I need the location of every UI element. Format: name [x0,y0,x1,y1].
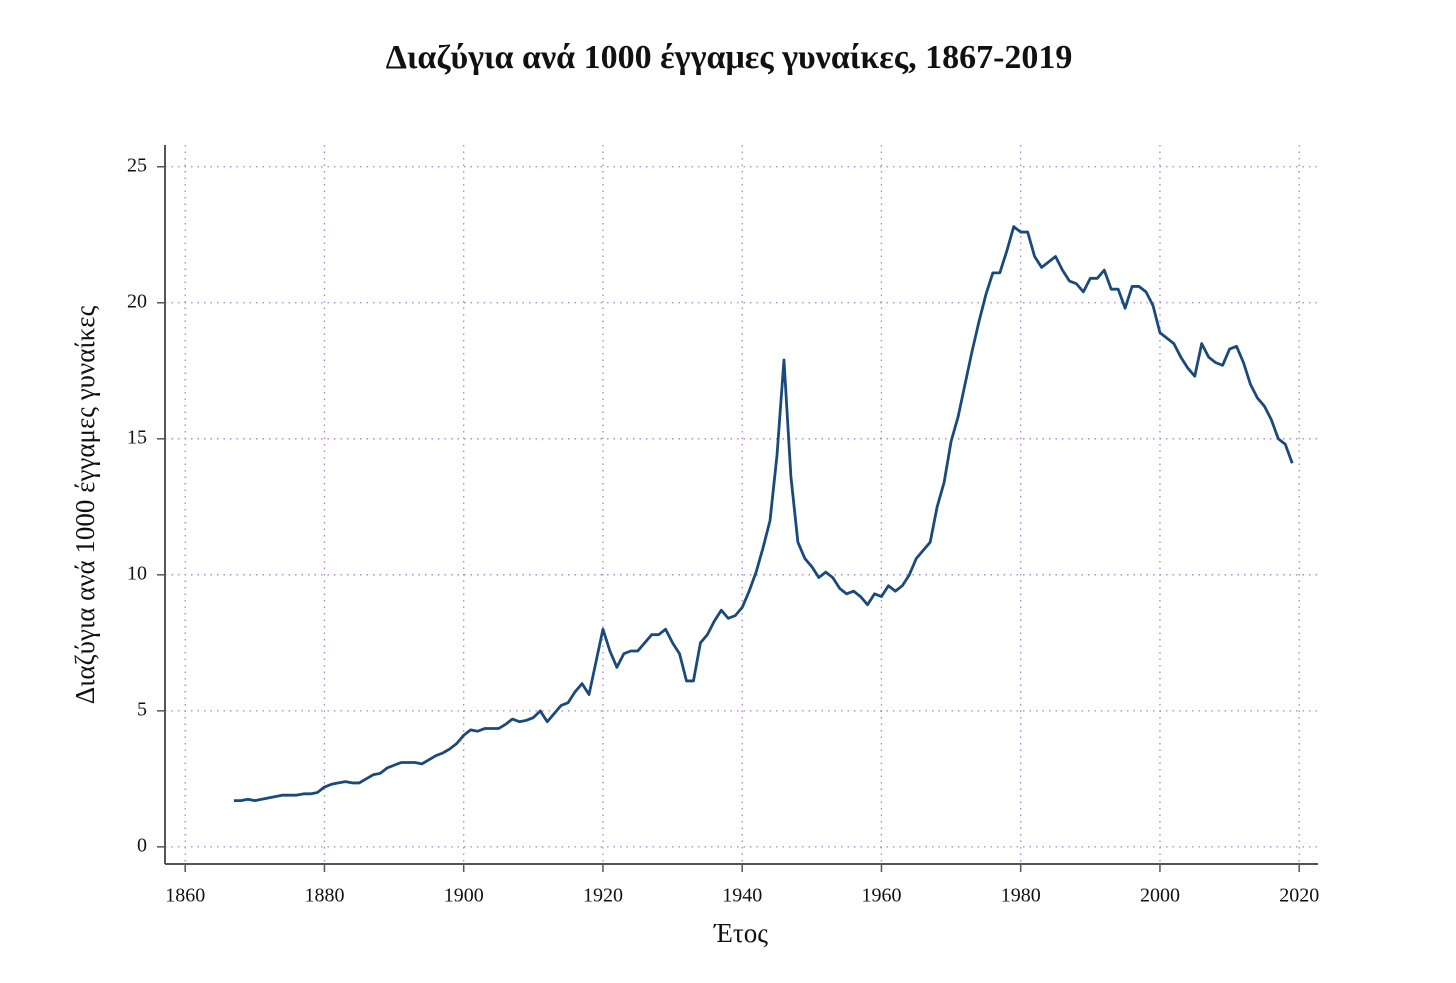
y-tick-label: 25 [127,154,147,176]
x-tick-label: 1960 [861,885,901,907]
x-tick-label: 1860 [165,885,205,907]
x-tick-label: 1940 [722,885,762,907]
x-tick-label: 2020 [1279,885,1319,907]
data-line [233,225,1294,803]
x-tick-label: 2000 [1140,885,1180,907]
x-tick-label: 1920 [583,885,623,907]
y-tick-label: 5 [137,698,147,720]
chart-title: Διαζύγια ανά 1000 έγγαμες γυναίκες, 1867… [386,39,1073,76]
y-tick-label: 10 [127,562,147,584]
x-tick-label: 1880 [304,885,344,907]
x-tick-label: 1980 [1001,885,1041,907]
x-axis-label: Έτος [713,918,768,948]
y-tick-label: 15 [127,426,147,448]
x-tick-label: 1900 [444,885,484,907]
y-tick-label: 20 [127,290,147,312]
y-tick-label: 0 [137,834,147,856]
y-axis-label: Διαζύγια ανά 1000 έγγαμες γυναίκες [70,305,100,704]
